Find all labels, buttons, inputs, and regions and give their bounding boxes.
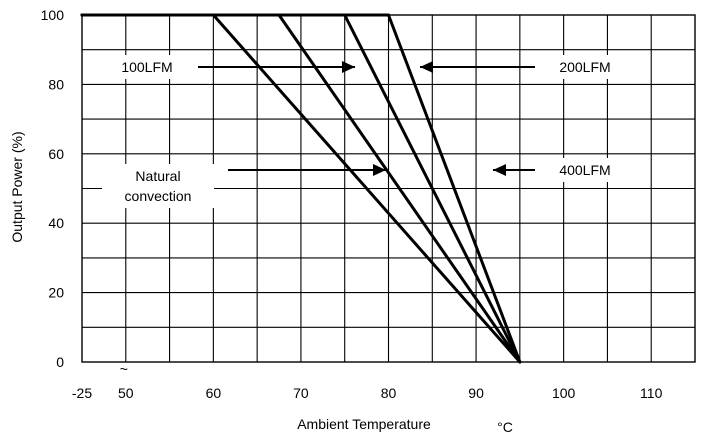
annotation-label: 100LFM (121, 59, 172, 75)
annotation-label: Natural (135, 168, 180, 184)
x-tick-label: 80 (381, 385, 397, 401)
annotation-arrowhead (373, 164, 386, 176)
annotation-label-bg (102, 164, 214, 208)
y-tick-label: 100 (41, 7, 65, 23)
y-tick-label: 80 (48, 76, 64, 92)
y-tick-label: 20 (48, 285, 64, 301)
annotation-label: 200LFM (559, 59, 610, 75)
y-tick-label: 60 (48, 146, 64, 162)
x-tick-label: -25 (72, 385, 92, 401)
x-tick-label: 110 (640, 385, 663, 401)
x-tick-label: 90 (468, 385, 484, 401)
x-tick-label: 100 (552, 385, 576, 401)
annotation-label-bg (540, 158, 630, 182)
x-tick-label: 50 (118, 385, 134, 401)
annotations: 100LFM 200LFM Natural convection 400LFM (102, 55, 630, 208)
annotation-label-bg (540, 55, 630, 79)
x-tick-labels: -25 50 60 70 80 90 100 110 (72, 385, 663, 401)
x-tick-label: 60 (206, 385, 222, 401)
annotation-label: 400LFM (559, 162, 610, 178)
annotation-label-bg (102, 55, 192, 79)
annotation-arrowhead (342, 61, 355, 73)
y-tick-labels: 0 20 40 60 80 100 (41, 7, 65, 370)
x-axis-unit: °C (497, 419, 513, 435)
annotation-arrowhead (420, 61, 433, 73)
y-tick-label: 40 (48, 215, 64, 231)
x-tick-label: 70 (293, 385, 309, 401)
y-axis-label: Output Power (%) (9, 131, 25, 242)
x-axis-label: Ambient Temperature (297, 416, 431, 432)
x-axis-break-mark: ~ (120, 361, 128, 377)
y-tick-label: 0 (56, 354, 64, 370)
annotation-arrowhead (493, 164, 506, 176)
annotation-label: convection (125, 188, 192, 204)
series-lines (80, 13, 522, 364)
series-line-400lfm (80, 13, 522, 364)
